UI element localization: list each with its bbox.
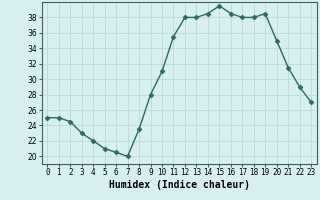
X-axis label: Humidex (Indice chaleur): Humidex (Indice chaleur) (109, 180, 250, 190)
